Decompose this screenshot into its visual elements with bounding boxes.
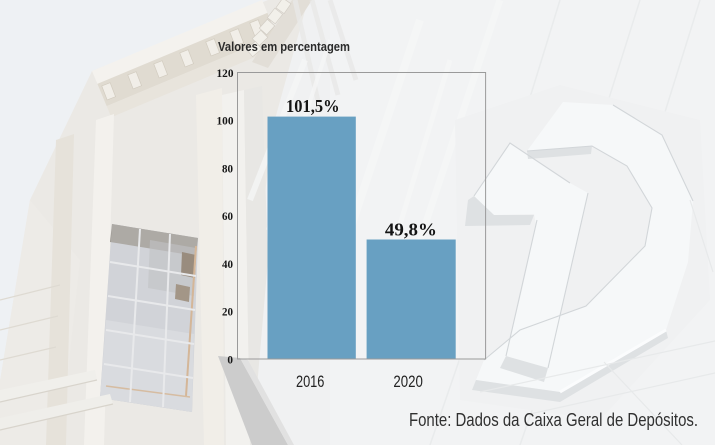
svg-text:100: 100	[217, 114, 234, 128]
svg-text:0: 0	[227, 353, 233, 367]
svg-text:2016: 2016	[296, 372, 325, 391]
svg-text:40: 40	[222, 257, 233, 271]
svg-text:2020: 2020	[393, 372, 423, 391]
svg-text:120: 120	[217, 66, 234, 80]
svg-text:101,5%: 101,5%	[286, 96, 340, 116]
svg-text:60: 60	[222, 209, 233, 223]
svg-text:Fonte: Dados da Caixa Geral de: Fonte: Dados da Caixa Geral de Depósitos…	[409, 410, 698, 430]
svg-text:49,8%: 49,8%	[385, 220, 437, 240]
svg-text:Valores em percentagem: Valores em percentagem	[218, 39, 350, 54]
svg-text:80: 80	[222, 162, 233, 176]
svg-text:20: 20	[222, 305, 233, 319]
